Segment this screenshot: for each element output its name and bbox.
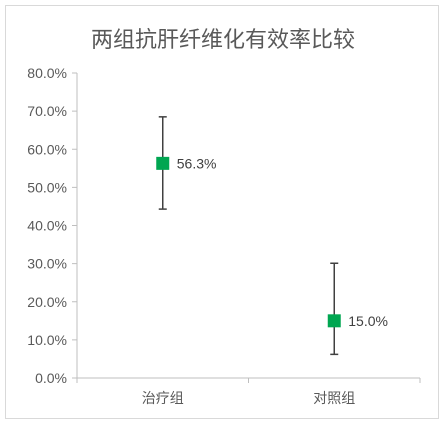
data-label: 15.0% xyxy=(348,313,388,329)
y-tick-label: 10.0% xyxy=(27,332,67,348)
data-point-marker xyxy=(327,314,341,328)
y-tick-label: 60.0% xyxy=(27,141,67,157)
x-category-label: 对照组 xyxy=(313,391,355,407)
x-category-label: 治疗组 xyxy=(142,391,184,407)
y-tick-label: 70.0% xyxy=(27,103,67,119)
data-point-marker xyxy=(156,156,170,170)
y-tick-label: 40.0% xyxy=(27,218,67,234)
data-label: 56.3% xyxy=(177,155,217,171)
y-tick-label: 20.0% xyxy=(27,294,67,310)
y-tick-label: 30.0% xyxy=(27,256,67,272)
y-tick-label: 50.0% xyxy=(27,179,67,195)
y-tick-label: 0.0% xyxy=(35,370,67,386)
chart-title: 两组抗肝纤维化有效率比较 xyxy=(91,28,355,53)
chart-marks: 56.3% 15.0% xyxy=(156,116,388,356)
y-tick-label: 80.0% xyxy=(27,65,67,81)
axes: 0.0% 10.0% 20.0% 30.0% 40.0% 50.0% 60.0% 70.0% 8… xyxy=(27,65,421,407)
